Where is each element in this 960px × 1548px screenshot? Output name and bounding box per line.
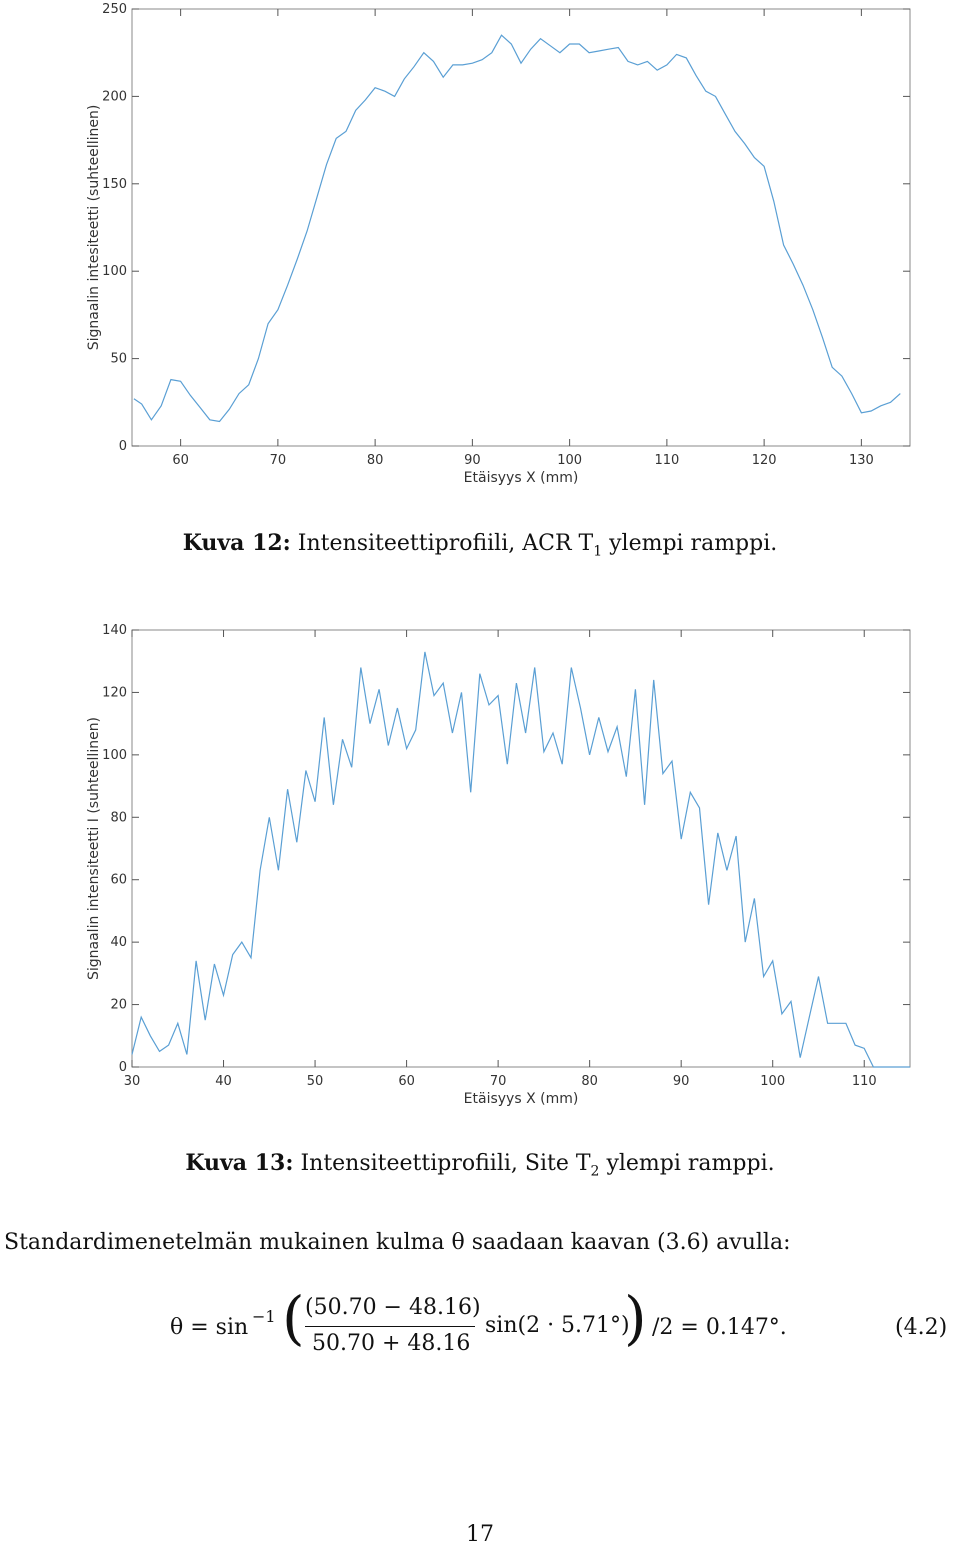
x-tick-label: 90: [673, 1074, 690, 1089]
x-tick-label: 60: [398, 1074, 415, 1089]
x-tick-label: 90: [464, 453, 481, 468]
x-tick-label: 110: [852, 1074, 877, 1089]
y-tick-label: 100: [102, 748, 127, 763]
equation-4-2: θ = sin −1 ( (50.70 − 48.16) 50.70 + 48.…: [0, 1285, 960, 1375]
x-tick-label: 70: [490, 1074, 507, 1089]
equation-sine: sin(2 · 5.71°): [485, 1313, 630, 1338]
caption-text-end: ylempi ramppi.: [599, 1151, 775, 1176]
y-tick-label: 250: [102, 2, 127, 17]
y-tick-label: 100: [102, 264, 127, 279]
body-paragraph: Standardimenetelmän mukainen kulma θ saa…: [4, 1230, 791, 1255]
x-tick-label: 100: [557, 453, 582, 468]
x-tick-label: 100: [760, 1074, 785, 1089]
y-tick-label: 200: [102, 89, 127, 104]
figure-12-caption: Kuva 12: Intensiteettiprofiili, ACR T1 y…: [0, 530, 960, 559]
equation-rhs: /2 = 0.147°.: [652, 1315, 787, 1340]
y-tick-label: 150: [102, 177, 127, 192]
y-tick-label: 0: [119, 1060, 127, 1075]
plot-frame: [131, 8, 911, 447]
page-number: 17: [466, 1522, 494, 1547]
caption-label: Kuva 12:: [182, 530, 291, 556]
y-tick-label: 60: [110, 873, 127, 888]
y-tick-label: 0: [119, 439, 127, 454]
y-tick-label: 140: [102, 623, 127, 638]
caption-text: Intensiteettiprofiili, ACR T: [290, 531, 594, 556]
y-tick-label: 20: [110, 998, 127, 1013]
caption-label: Kuva 13:: [185, 1150, 294, 1176]
x-axis-label: Etäisyys X (mm): [464, 1091, 579, 1107]
figure-13: 30 40 50 60 70 80 90 100 110 0 20 40 60 80 100 120 140 Et…: [0, 615, 960, 1110]
equation-lhs: θ = sin: [170, 1315, 249, 1340]
intensity-chart-acr: 60 70 80 90 100 110 120 130 0 50 100 150 200 250 Etäis…: [86, 2, 911, 486]
x-tick-label: 50: [307, 1074, 324, 1089]
y-tick-label: 40: [110, 935, 127, 950]
caption-subscript: 2: [590, 1163, 600, 1180]
intensity-series-line: [131, 651, 910, 1068]
x-tick-label: 80: [581, 1074, 598, 1089]
y-tick-label: 50: [110, 352, 127, 367]
figure-13-caption: Kuva 13: Intensiteettiprofiili, Site T2 …: [0, 1150, 960, 1179]
intensity-series-line: [133, 34, 901, 423]
y-tick-label: 120: [102, 685, 127, 700]
x-axis-label: Etäisyys X (mm): [464, 470, 579, 486]
y-axis-label: Signaalin intesiteetti (suhteellinen): [86, 105, 102, 351]
y-axis-label: Signaalin intensiteetti I (suhteellinen): [86, 717, 102, 980]
x-tick-label: 80: [367, 453, 384, 468]
right-paren: ): [624, 1284, 647, 1352]
caption-text-end: ylempi ramppi.: [602, 531, 778, 556]
y-tick-label: 80: [110, 810, 127, 825]
equation-superscript: −1: [252, 1307, 276, 1326]
plot-frame: [131, 629, 911, 1068]
figure-12: 60 70 80 90 100 110 120 130 0 50 100 150 200 250 Etäis…: [0, 0, 960, 490]
x-tick-label: 130: [849, 453, 874, 468]
x-tick-label: 70: [270, 453, 287, 468]
fraction-bar: [305, 1326, 475, 1327]
x-tick-label: 40: [215, 1074, 232, 1089]
equation-numerator: (50.70 − 48.16): [305, 1295, 481, 1320]
x-tick-label: 60: [172, 453, 189, 468]
x-tick-label: 110: [654, 453, 679, 468]
equation-number: (4.2): [895, 1315, 948, 1340]
left-paren: (: [282, 1284, 305, 1352]
x-tick-label: 120: [752, 453, 777, 468]
x-tick-label: 30: [124, 1074, 141, 1089]
equation-denominator: 50.70 + 48.16: [312, 1331, 471, 1356]
caption-subscript: 1: [593, 543, 603, 560]
intensity-chart-site: 30 40 50 60 70 80 90 100 110 0 20 40 60 80 100 120 140 Et…: [86, 623, 911, 1107]
caption-text: Intensiteettiprofiili, Site T: [293, 1151, 591, 1176]
